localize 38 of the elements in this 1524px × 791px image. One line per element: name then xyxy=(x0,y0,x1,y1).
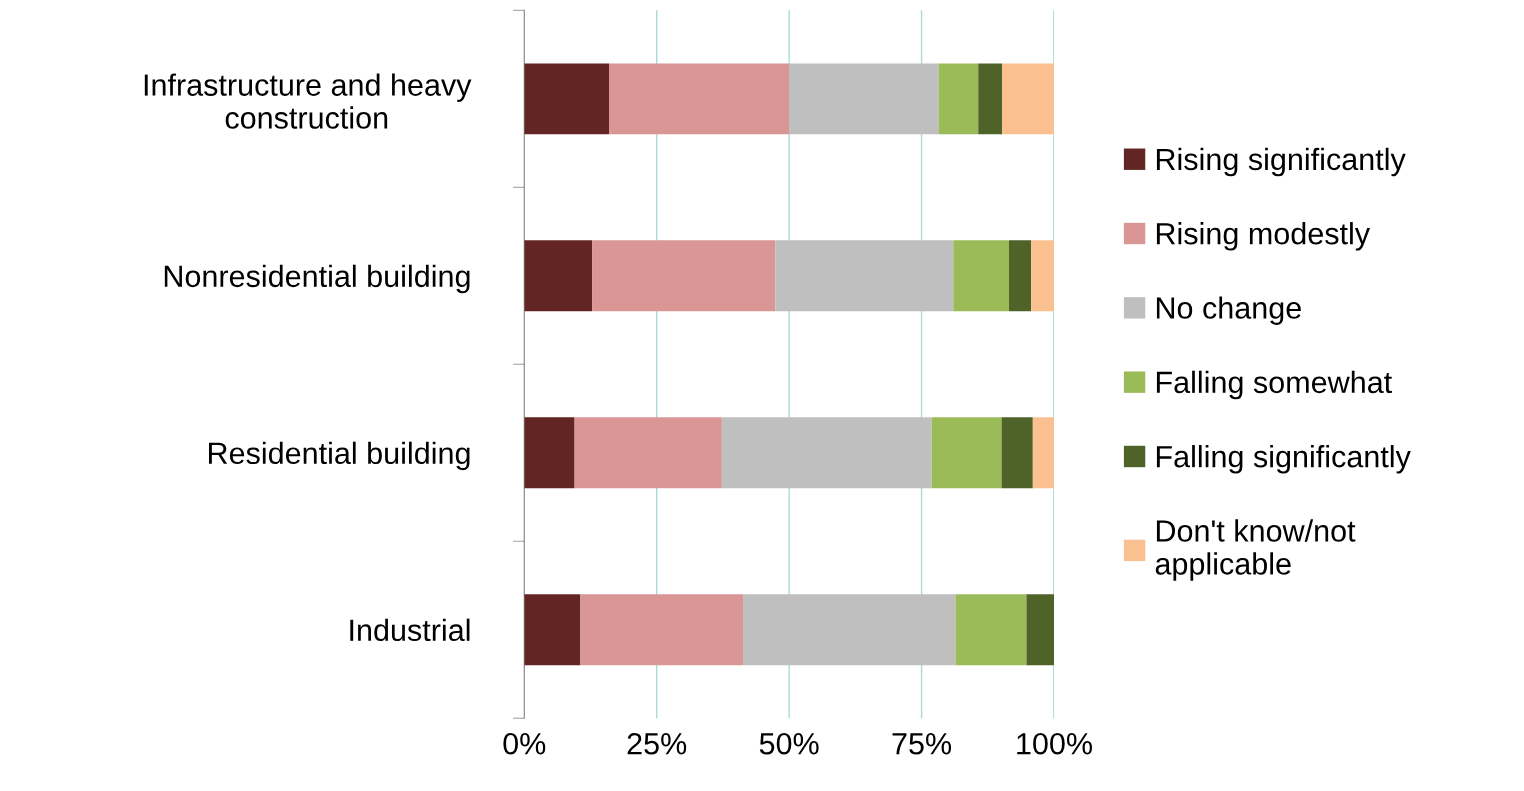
bar xyxy=(524,594,581,666)
y-tick-label: Infrastructure and heavy construction xyxy=(144,73,472,129)
x-tick-label: 25% xyxy=(627,732,687,755)
bar xyxy=(524,240,593,312)
x-tick-label: 100% xyxy=(1017,732,1092,755)
bar xyxy=(592,240,776,312)
bar xyxy=(609,63,790,135)
bar xyxy=(1002,63,1054,135)
bar xyxy=(524,417,575,489)
bar xyxy=(721,417,932,489)
bar xyxy=(574,417,722,489)
bar xyxy=(1032,417,1054,489)
bar xyxy=(1001,417,1033,489)
bar xyxy=(1008,240,1032,312)
y-tick-label: Residential building xyxy=(209,441,470,471)
bar xyxy=(775,240,954,312)
y-tick-label: Nonresidential building xyxy=(164,264,470,294)
bar xyxy=(524,63,610,135)
x-tick-label: 50% xyxy=(759,732,819,755)
legend-label: Rising significantly xyxy=(1156,147,1406,177)
legend-label: No change xyxy=(1156,296,1301,325)
bar xyxy=(931,417,1002,489)
bar xyxy=(978,63,1003,135)
bar xyxy=(1026,594,1054,666)
bar xyxy=(789,63,939,135)
legend-label: Rising modestly xyxy=(1156,222,1371,251)
bar xyxy=(580,594,744,666)
bar xyxy=(953,240,1009,312)
y-tick-label: Industrial xyxy=(350,618,470,642)
bar xyxy=(743,594,956,666)
bar xyxy=(955,594,1027,666)
legend-label: Don't know/not applicable xyxy=(1155,519,1356,581)
x-tick-label: 0% xyxy=(503,732,546,755)
x-tick-label: 75% xyxy=(892,733,952,755)
legend-label: Falling significantly xyxy=(1156,445,1411,474)
bar xyxy=(1031,240,1054,312)
bar xyxy=(938,63,979,135)
legend-label: Falling somewhat xyxy=(1156,370,1392,400)
